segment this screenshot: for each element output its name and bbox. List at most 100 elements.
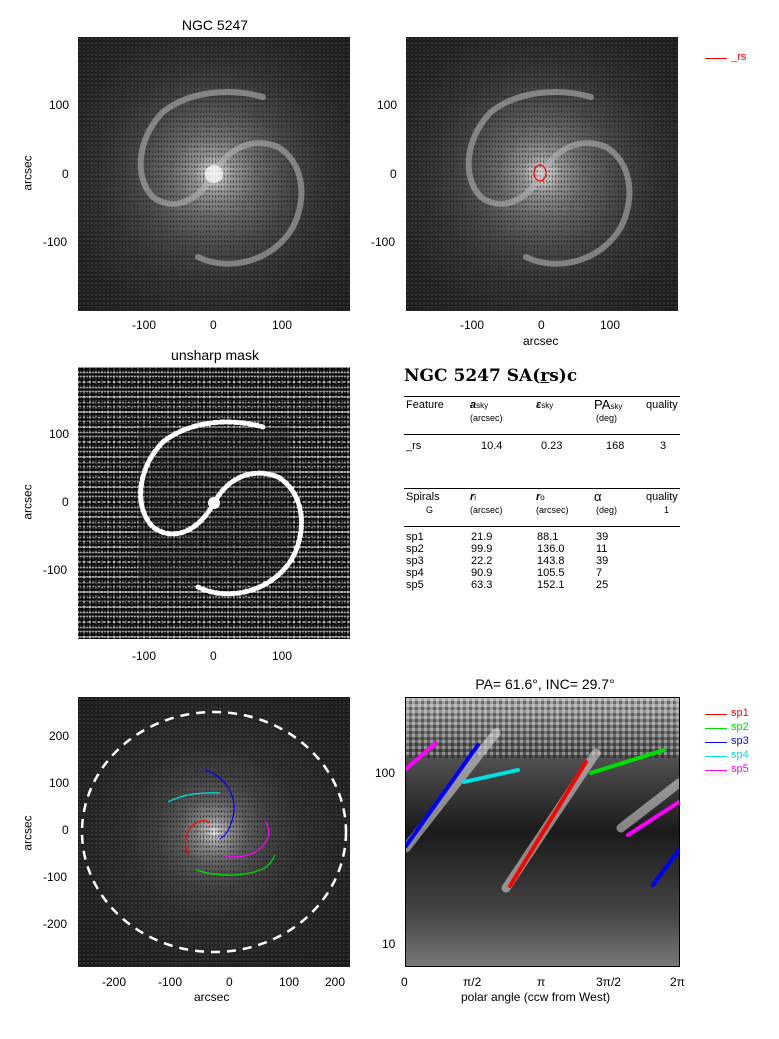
legend-line-sp5 bbox=[705, 770, 727, 771]
spiral-row-ro: 88.1 bbox=[537, 531, 559, 543]
x-axis-label: arcsec bbox=[523, 334, 559, 348]
galaxy-bar-panel bbox=[406, 37, 678, 311]
spiral-row-alpha: 11 bbox=[596, 543, 608, 555]
xtick-label: 100 bbox=[279, 975, 300, 989]
header-alpha: α bbox=[594, 489, 602, 504]
header-spirals: Spirals bbox=[406, 491, 440, 503]
spiral-trace-sp1 bbox=[185, 820, 210, 856]
legend-label-sp3: sp3 bbox=[731, 735, 749, 747]
header-quality-val: 1 bbox=[664, 505, 670, 515]
header-a: asky bbox=[470, 399, 489, 411]
xtick-label: -200 bbox=[102, 975, 127, 989]
xtick-label: 200 bbox=[325, 975, 346, 989]
spiral-trace-sp3 bbox=[204, 769, 235, 840]
bar-a: 10.4 bbox=[481, 440, 503, 452]
polar-x-axis-label: polar angle (ccw from West) bbox=[461, 990, 611, 1004]
spiral-fit-sp4 bbox=[462, 768, 520, 784]
header-eps: εsky bbox=[536, 399, 554, 411]
spiral-fit-sp5 bbox=[406, 741, 438, 771]
xtick-label: -100 bbox=[158, 975, 183, 989]
spiral-overlay-panel bbox=[78, 697, 350, 967]
ytick-label: -100 bbox=[43, 563, 68, 577]
header-ro-unit: (arcsec) bbox=[536, 505, 569, 515]
y-axis-label: arcsec bbox=[20, 815, 35, 851]
header-quality: quality bbox=[646, 491, 678, 503]
spiral-row-name: sp4 bbox=[406, 567, 424, 579]
legend-label-sp1: sp1 bbox=[731, 707, 749, 719]
divider bbox=[404, 396, 680, 397]
ytick-label: -100 bbox=[43, 235, 68, 249]
bar-pa: 168 bbox=[606, 440, 625, 452]
legend-label-sp4: sp4 bbox=[731, 749, 749, 761]
header-spirals-sub: G bbox=[426, 505, 434, 515]
header-ro: ro bbox=[536, 491, 545, 503]
spiral-row-ri: 21.9 bbox=[471, 531, 493, 543]
ytick-label: 0 bbox=[62, 495, 69, 509]
xtick-label: 100 bbox=[600, 318, 621, 332]
spiral-row-ro: 143.8 bbox=[537, 555, 565, 567]
divider bbox=[404, 526, 680, 527]
legend-line-sp1 bbox=[705, 714, 727, 715]
xtick-label: 100 bbox=[272, 318, 293, 332]
panel-title-image: NGC 5247 bbox=[181, 17, 249, 33]
header-feature: Feature bbox=[406, 399, 444, 411]
bar-feature: _rs bbox=[406, 440, 422, 452]
spiral-fit-sp3-wrap bbox=[651, 848, 679, 887]
spiral-fit-sp3 bbox=[406, 743, 480, 848]
spiral-row-name: sp2 bbox=[406, 543, 424, 555]
ytick-label: 0 bbox=[62, 823, 69, 837]
header-pa: PAsky bbox=[594, 397, 623, 412]
legend-label-bar: _rs bbox=[731, 51, 747, 63]
spiral-fit-sp2 bbox=[589, 748, 666, 775]
ytick-label: -100 bbox=[43, 870, 68, 884]
bar-quality: 3 bbox=[660, 440, 667, 452]
xtick-label: -100 bbox=[460, 318, 485, 332]
legend-label-sp2: sp2 bbox=[731, 721, 749, 733]
legend-line-bar bbox=[705, 58, 727, 59]
ytick-label: 100 bbox=[377, 98, 398, 112]
x-axis-label: arcsec bbox=[194, 990, 230, 1004]
y-axis-label: arcsec bbox=[20, 155, 35, 191]
spiral-trace-sp4 bbox=[167, 792, 221, 803]
header-a-unit: (arcsec) bbox=[470, 413, 503, 423]
ytick-label: -100 bbox=[371, 235, 396, 249]
spiral-row-ro: 136.0 bbox=[537, 543, 565, 555]
bar-ellipse bbox=[533, 164, 547, 182]
spiral-row-ri: 22.2 bbox=[471, 555, 493, 567]
spiral-row-ri: 99.9 bbox=[471, 543, 493, 555]
polar-plot-panel bbox=[405, 697, 680, 967]
legend-label-sp5: sp5 bbox=[731, 763, 749, 775]
spiral-row-name: sp3 bbox=[406, 555, 424, 567]
ytick-label: 100 bbox=[49, 427, 70, 441]
unsharp-mask-panel bbox=[78, 367, 350, 639]
spiral-row-ro: 152.1 bbox=[537, 579, 565, 591]
xtick-label: 0 bbox=[210, 318, 217, 332]
spiral-fit-sp1 bbox=[508, 760, 588, 888]
spiral-row-ri: 90.9 bbox=[471, 567, 493, 579]
header-ri: ri bbox=[470, 491, 477, 503]
header-quality: quality bbox=[646, 399, 678, 411]
polar-ytick-label: 100 bbox=[375, 766, 396, 780]
spiral-row-ri: 63.3 bbox=[471, 579, 493, 591]
spiral-trace-sp5 bbox=[222, 821, 270, 858]
spiral-row-alpha: 7 bbox=[596, 567, 603, 579]
ytick-label: 100 bbox=[49, 98, 70, 112]
spiral-row-alpha: 25 bbox=[596, 579, 609, 591]
ytick-label: 0 bbox=[390, 167, 397, 181]
polar-xtick-label: 2π bbox=[670, 975, 685, 989]
legend-line-sp2 bbox=[705, 728, 727, 729]
xtick-label: 0 bbox=[210, 649, 217, 663]
spiral-row-ro: 105.5 bbox=[537, 567, 565, 579]
legend-line-sp3 bbox=[705, 742, 727, 743]
y-axis-label: arcsec bbox=[20, 484, 35, 520]
ytick-label: 200 bbox=[49, 729, 70, 743]
ytick-label: 0 bbox=[62, 167, 69, 181]
spiral-row-name: sp5 bbox=[406, 579, 424, 591]
galaxy-image-panel bbox=[78, 37, 350, 311]
spiral-fit-sp5-wrap bbox=[626, 800, 679, 837]
polar-xtick-label: π/2 bbox=[463, 975, 482, 989]
header-alpha-unit: (deg) bbox=[596, 505, 618, 515]
spiral-row-alpha: 39 bbox=[596, 531, 609, 543]
polar-ytick-label: 10 bbox=[382, 937, 396, 951]
info-title: NGC 5247 SA(rs)c bbox=[404, 366, 578, 386]
